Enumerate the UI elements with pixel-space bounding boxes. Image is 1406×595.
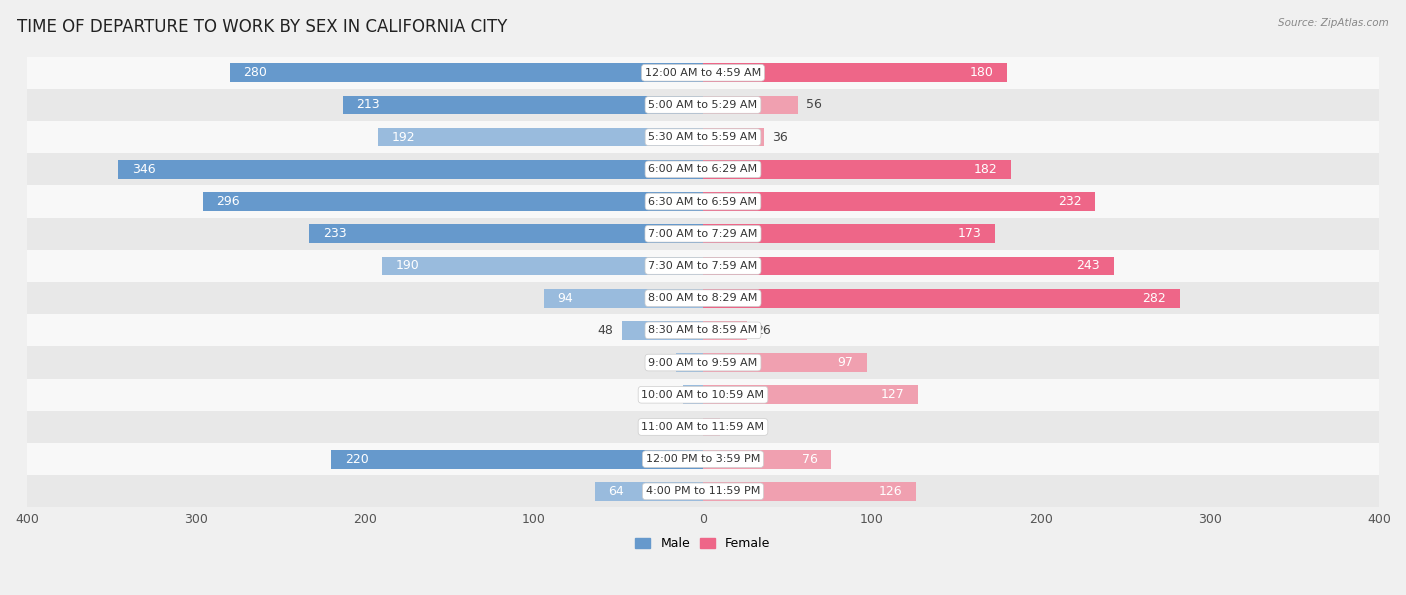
Bar (229, 64, 703, 82)
Text: 12:00 AM to 4:59 AM: 12:00 AM to 4:59 AM (645, 68, 761, 78)
Text: 280: 280 (243, 66, 267, 79)
Text: 64: 64 (609, 485, 624, 498)
Bar (27, 443, 1379, 475)
Bar (703, 96, 797, 114)
Bar (27, 186, 1379, 218)
Bar (621, 321, 703, 340)
Text: 7:00 AM to 7:29 AM: 7:00 AM to 7:29 AM (648, 228, 758, 239)
Text: 5:00 AM to 5:29 AM: 5:00 AM to 5:29 AM (648, 100, 758, 110)
Bar (703, 418, 720, 436)
Legend: Male, Female: Male, Female (630, 533, 776, 555)
Bar (703, 386, 918, 404)
Bar (703, 482, 915, 501)
Text: 97: 97 (838, 356, 853, 369)
Text: 8:30 AM to 8:59 AM: 8:30 AM to 8:59 AM (648, 325, 758, 336)
Text: Source: ZipAtlas.com: Source: ZipAtlas.com (1278, 18, 1389, 28)
Bar (27, 121, 1379, 154)
Text: 220: 220 (344, 453, 368, 466)
Text: 10: 10 (728, 421, 744, 434)
Bar (683, 386, 703, 404)
Text: 190: 190 (395, 259, 419, 273)
Text: 282: 282 (1142, 292, 1166, 305)
Text: 180: 180 (970, 66, 994, 79)
Text: 232: 232 (1057, 195, 1081, 208)
Bar (27, 282, 1379, 314)
Text: TIME OF DEPARTURE TO WORK BY SEX IN CALIFORNIA CITY: TIME OF DEPARTURE TO WORK BY SEX IN CALI… (17, 18, 508, 36)
Bar (703, 128, 763, 146)
Text: 192: 192 (392, 131, 416, 143)
Bar (27, 89, 1379, 121)
Bar (202, 192, 703, 211)
Text: 11:00 AM to 11:59 AM: 11:00 AM to 11:59 AM (641, 422, 765, 432)
Bar (343, 96, 703, 114)
Text: 0: 0 (686, 421, 695, 434)
Bar (27, 314, 1379, 346)
Text: 12: 12 (658, 389, 675, 401)
Text: 7:30 AM to 7:59 AM: 7:30 AM to 7:59 AM (648, 261, 758, 271)
Bar (378, 128, 703, 146)
Bar (382, 256, 703, 275)
Text: 6:00 AM to 6:29 AM: 6:00 AM to 6:29 AM (648, 164, 758, 174)
Bar (309, 224, 703, 243)
Bar (27, 475, 1379, 508)
Text: 213: 213 (357, 98, 380, 111)
Bar (27, 250, 1379, 282)
Bar (27, 411, 1379, 443)
Bar (703, 224, 995, 243)
Text: 173: 173 (957, 227, 981, 240)
Text: 346: 346 (132, 163, 155, 176)
Bar (703, 64, 1007, 82)
Bar (703, 160, 1011, 178)
Text: 296: 296 (217, 195, 240, 208)
Text: 182: 182 (973, 163, 997, 176)
Bar (27, 154, 1379, 186)
Text: 26: 26 (755, 324, 770, 337)
Bar (118, 160, 703, 178)
Text: 4:00 PM to 11:59 PM: 4:00 PM to 11:59 PM (645, 486, 761, 496)
Text: 48: 48 (598, 324, 613, 337)
Bar (27, 57, 1379, 89)
Text: 8:00 AM to 8:29 AM: 8:00 AM to 8:29 AM (648, 293, 758, 303)
Text: 6:30 AM to 6:59 AM: 6:30 AM to 6:59 AM (648, 196, 758, 206)
Text: 5:30 AM to 5:59 AM: 5:30 AM to 5:59 AM (648, 132, 758, 142)
Text: 243: 243 (1077, 259, 1099, 273)
Bar (703, 353, 868, 372)
Text: 9:00 AM to 9:59 AM: 9:00 AM to 9:59 AM (648, 358, 758, 368)
Bar (27, 378, 1379, 411)
Text: 233: 233 (323, 227, 346, 240)
Bar (27, 346, 1379, 378)
Text: 12:00 PM to 3:59 PM: 12:00 PM to 3:59 PM (645, 454, 761, 464)
Bar (332, 450, 703, 468)
Text: 56: 56 (806, 98, 823, 111)
Bar (703, 192, 1095, 211)
Bar (676, 353, 703, 372)
Text: 10:00 AM to 10:59 AM: 10:00 AM to 10:59 AM (641, 390, 765, 400)
Text: 76: 76 (801, 453, 818, 466)
Bar (703, 289, 1180, 308)
Text: 16: 16 (652, 356, 668, 369)
Bar (703, 321, 747, 340)
Text: 94: 94 (558, 292, 574, 305)
Text: 127: 127 (880, 389, 904, 401)
Bar (544, 289, 703, 308)
Bar (27, 218, 1379, 250)
Text: 36: 36 (772, 131, 787, 143)
Bar (703, 256, 1114, 275)
Bar (595, 482, 703, 501)
Bar (703, 450, 831, 468)
Text: 126: 126 (879, 485, 903, 498)
